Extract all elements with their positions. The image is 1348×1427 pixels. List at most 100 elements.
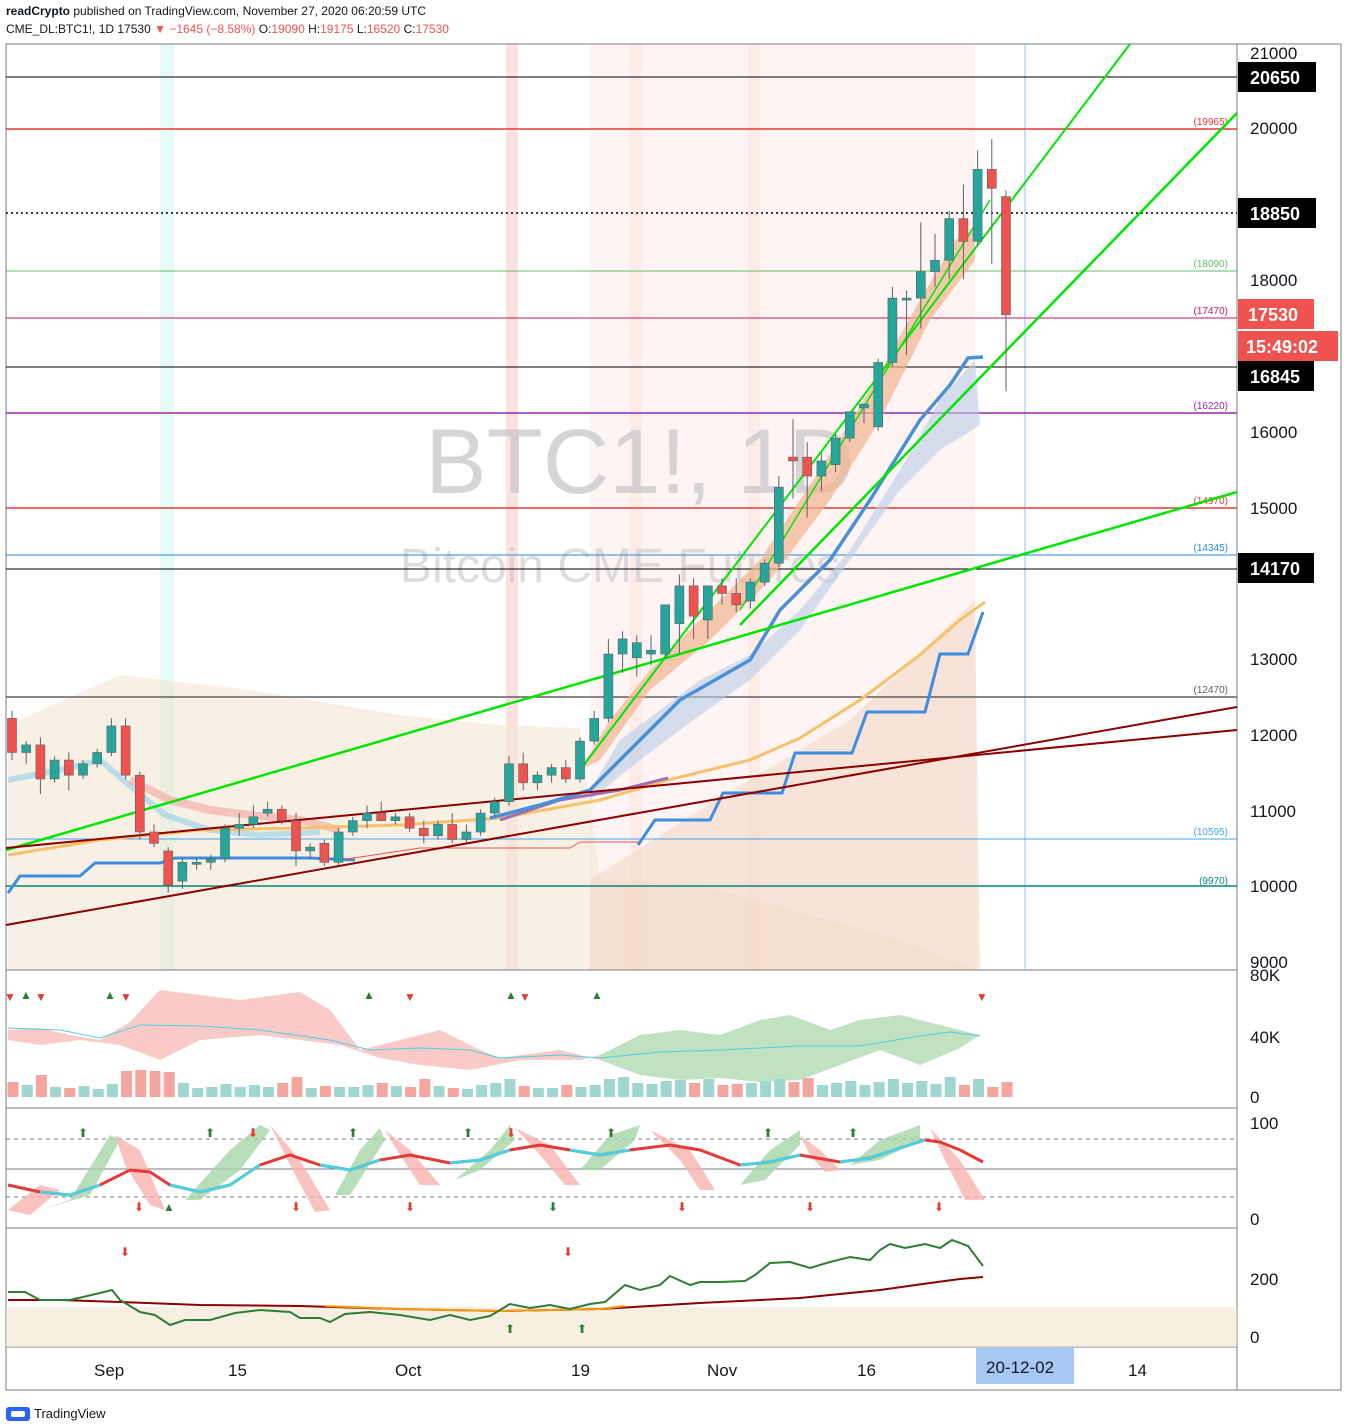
candle-body[interactable] xyxy=(901,297,912,301)
candle-body[interactable] xyxy=(674,585,685,625)
candle-body[interactable] xyxy=(461,831,472,840)
volume-bar xyxy=(234,1087,246,1097)
level-label: (19965) xyxy=(1194,117,1228,128)
candle-body[interactable] xyxy=(149,831,159,844)
volume-bar xyxy=(348,1087,360,1097)
stoch-fill-red xyxy=(800,1135,840,1172)
candle-body[interactable] xyxy=(92,752,102,765)
candle-body[interactable] xyxy=(49,759,60,780)
time-tick: 19 xyxy=(571,1361,590,1380)
candle-body[interactable] xyxy=(35,744,46,780)
price-axis[interactable]: 21000 20000 18000 16000 15000 13000 1200… xyxy=(1250,44,1297,972)
candle-body[interactable] xyxy=(206,858,216,863)
candle-body[interactable] xyxy=(589,718,600,742)
candle-body[interactable] xyxy=(305,846,316,852)
candle-body[interactable] xyxy=(646,649,656,655)
volume-bar xyxy=(973,1079,985,1097)
volume-bar xyxy=(660,1081,672,1097)
candle-body[interactable] xyxy=(333,831,344,863)
candle-body[interactable] xyxy=(504,763,514,803)
candle-body[interactable] xyxy=(120,725,131,776)
candle-body[interactable] xyxy=(731,593,742,606)
candle-body[interactable] xyxy=(404,816,415,829)
candle-body[interactable] xyxy=(745,581,756,602)
volume-bar xyxy=(802,1078,814,1097)
candle-body[interactable] xyxy=(986,169,997,189)
candle-body[interactable] xyxy=(1001,196,1011,316)
candle-body[interactable] xyxy=(291,820,301,852)
candle-body[interactable] xyxy=(390,816,401,821)
candle-body[interactable] xyxy=(177,861,188,882)
candle-body[interactable] xyxy=(191,861,202,865)
tag-17530 xyxy=(1238,299,1314,329)
candle-body[interactable] xyxy=(702,585,713,621)
candle-body[interactable] xyxy=(575,740,585,780)
candle-body[interactable] xyxy=(972,169,983,242)
price-tick: 16000 xyxy=(1250,423,1297,442)
candle-body[interactable] xyxy=(915,271,926,299)
arrow-down-icon: ⬇ xyxy=(134,1200,144,1214)
candle-body[interactable] xyxy=(163,850,173,886)
candle-body[interactable] xyxy=(248,816,259,825)
candle-body[interactable] xyxy=(546,767,557,776)
candle-body[interactable] xyxy=(518,763,529,784)
candle-body[interactable] xyxy=(376,812,387,821)
volume-bar xyxy=(106,1084,118,1097)
stoch-line-up xyxy=(449,1148,511,1165)
publisher-name[interactable]: readCrypto xyxy=(6,4,71,18)
candle-body[interactable] xyxy=(489,801,500,814)
candle-body[interactable] xyxy=(447,824,458,840)
candle-body[interactable] xyxy=(873,362,884,428)
candle-body[interactable] xyxy=(617,638,628,655)
candle-body[interactable] xyxy=(830,437,841,466)
candle-body[interactable] xyxy=(21,744,32,753)
brand-text: TradingView xyxy=(34,1406,106,1421)
arrow-down-icon: ⬇ xyxy=(805,1200,815,1214)
candle-body[interactable] xyxy=(78,763,88,776)
candle-body[interactable] xyxy=(887,297,898,363)
candle-body[interactable] xyxy=(603,653,614,719)
close-label: C: xyxy=(403,22,416,36)
candle-body[interactable] xyxy=(433,824,443,837)
candle-body[interactable] xyxy=(347,820,358,833)
volume-bar xyxy=(405,1087,417,1097)
candle-body[interactable] xyxy=(475,812,486,833)
candle-body[interactable] xyxy=(844,411,855,439)
candle-body[interactable] xyxy=(7,718,17,753)
volume-bar xyxy=(461,1089,473,1097)
candle-body[interactable] xyxy=(631,642,642,659)
candle-body[interactable] xyxy=(276,808,287,821)
candle-body[interactable] xyxy=(560,767,571,780)
candle-body[interactable] xyxy=(759,562,770,583)
candle-body[interactable] xyxy=(688,585,699,617)
time-axis[interactable]: Sep 15 Oct 19 Nov 16 14 20-12-02 xyxy=(94,1348,1147,1384)
candle-body[interactable] xyxy=(958,218,969,242)
candle-body[interactable] xyxy=(64,759,74,776)
candle-body[interactable] xyxy=(816,460,827,477)
candle-body[interactable] xyxy=(944,218,955,261)
candle-body[interactable] xyxy=(135,774,145,833)
candle-body[interactable] xyxy=(717,585,727,594)
candle-body[interactable] xyxy=(532,774,543,784)
candle-body[interactable] xyxy=(234,824,244,829)
arrow-up-icon: ⬆ xyxy=(78,1126,88,1140)
tag-16845 xyxy=(1238,361,1314,391)
footer-brand[interactable]: TradingView xyxy=(6,1406,106,1421)
candle-body[interactable] xyxy=(319,843,330,863)
level-labels: (19965) (18090) (17470) (16220) (14970) … xyxy=(1194,117,1228,887)
stoch-fill-red xyxy=(930,1128,985,1200)
candle-body[interactable] xyxy=(930,259,940,272)
candle-body[interactable] xyxy=(859,403,869,409)
signal-up-icon: ▲ xyxy=(20,988,32,1002)
candle-body[interactable] xyxy=(660,604,671,655)
candle-body[interactable] xyxy=(418,827,429,837)
candle-body[interactable] xyxy=(220,827,230,859)
candle-body[interactable] xyxy=(362,812,372,821)
candle-body[interactable] xyxy=(106,725,117,753)
volume-bar xyxy=(376,1083,388,1097)
candle-body[interactable] xyxy=(788,456,798,462)
candle-body[interactable] xyxy=(802,456,813,477)
candle-body[interactable] xyxy=(262,808,273,814)
candle-body[interactable] xyxy=(773,487,784,564)
